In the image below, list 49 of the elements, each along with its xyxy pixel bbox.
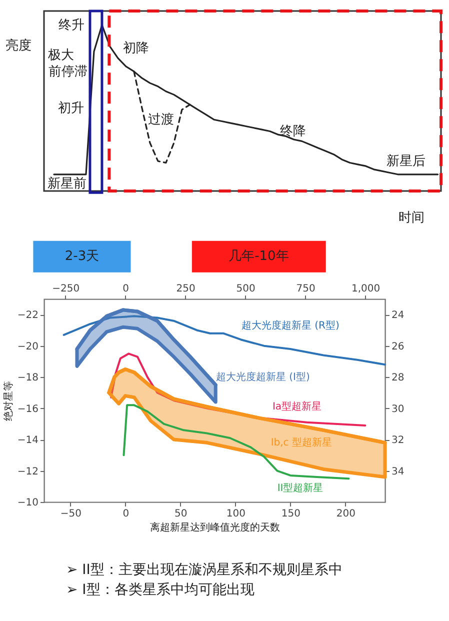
x2-tick-label: −250 <box>52 284 80 294</box>
y2-tick-label: 30 <box>392 404 404 415</box>
series-label: Ia型超新星 <box>272 400 322 413</box>
text: 2-3天 <box>64 248 100 264</box>
annotation: 初降 <box>122 41 149 56</box>
x2-tick-label: 1,000 <box>352 284 380 294</box>
x-tick-label: −50 <box>60 508 82 520</box>
y-tick-label: −14 <box>17 435 38 446</box>
x-tick-label: 150 <box>281 508 300 520</box>
annotation: 新星前 <box>47 176 86 192</box>
series-label: 超大光度超新星 (R型) <box>241 320 340 332</box>
x-axis-title: 离超新星达到峰值光度的天数 <box>150 522 280 534</box>
x-tick-label: 200 <box>336 508 356 520</box>
y2-tick-label: 32 <box>392 435 404 446</box>
y2-tick-label: 34 <box>392 466 404 478</box>
text: 几年-10年 <box>228 248 289 264</box>
y-tick-label: −10 <box>17 498 38 508</box>
y2-tick-label: 24 <box>392 310 404 322</box>
x-axis-title: 时间 <box>398 210 424 226</box>
x-tick-label: 50 <box>174 508 188 520</box>
text: ➢ I型：各类星系中均可能出现 <box>66 582 254 598</box>
annotation: 初升 <box>58 100 84 116</box>
y-tick-label: −18 <box>17 372 38 384</box>
series-label: 超大光度超新星 (I型) <box>216 371 310 384</box>
x-tick-label: 100 <box>226 508 246 520</box>
annotation: 前停滞 <box>48 64 88 80</box>
annotation: 终升 <box>58 18 85 33</box>
x2-tick-label: 0 <box>122 284 130 294</box>
annotation: 终降 <box>280 124 306 140</box>
y-axis-title: 绝对星等 <box>2 381 14 421</box>
y-tick-label: −12 <box>17 466 38 478</box>
y-tick-label: −20 <box>17 341 38 352</box>
y-axis-title: 亮度 <box>6 38 32 54</box>
x-tick-label: 0 <box>122 508 130 520</box>
x2-tick-label: 250 <box>176 284 196 294</box>
y2-tick-label: 28 <box>392 372 404 384</box>
annotation: 过渡 <box>148 112 174 128</box>
series-label: Ib,c 型超新星 <box>270 436 332 449</box>
series-label: II型超新星 <box>277 482 324 494</box>
line-series <box>75 308 218 387</box>
y-tick-label: −16 <box>17 404 38 415</box>
x2-tick-label: 500 <box>236 284 256 294</box>
annotation: 极大 <box>47 48 74 63</box>
y2-tick-label: 26 <box>392 341 404 352</box>
x2-tick-label: 750 <box>296 284 316 294</box>
text: ➢ II型：主要出现在漩涡星系和不规则星系中 <box>66 562 342 578</box>
y-tick-label: −22 <box>17 310 38 322</box>
annotation: 新星后 <box>386 154 426 170</box>
line-series <box>62 315 386 366</box>
